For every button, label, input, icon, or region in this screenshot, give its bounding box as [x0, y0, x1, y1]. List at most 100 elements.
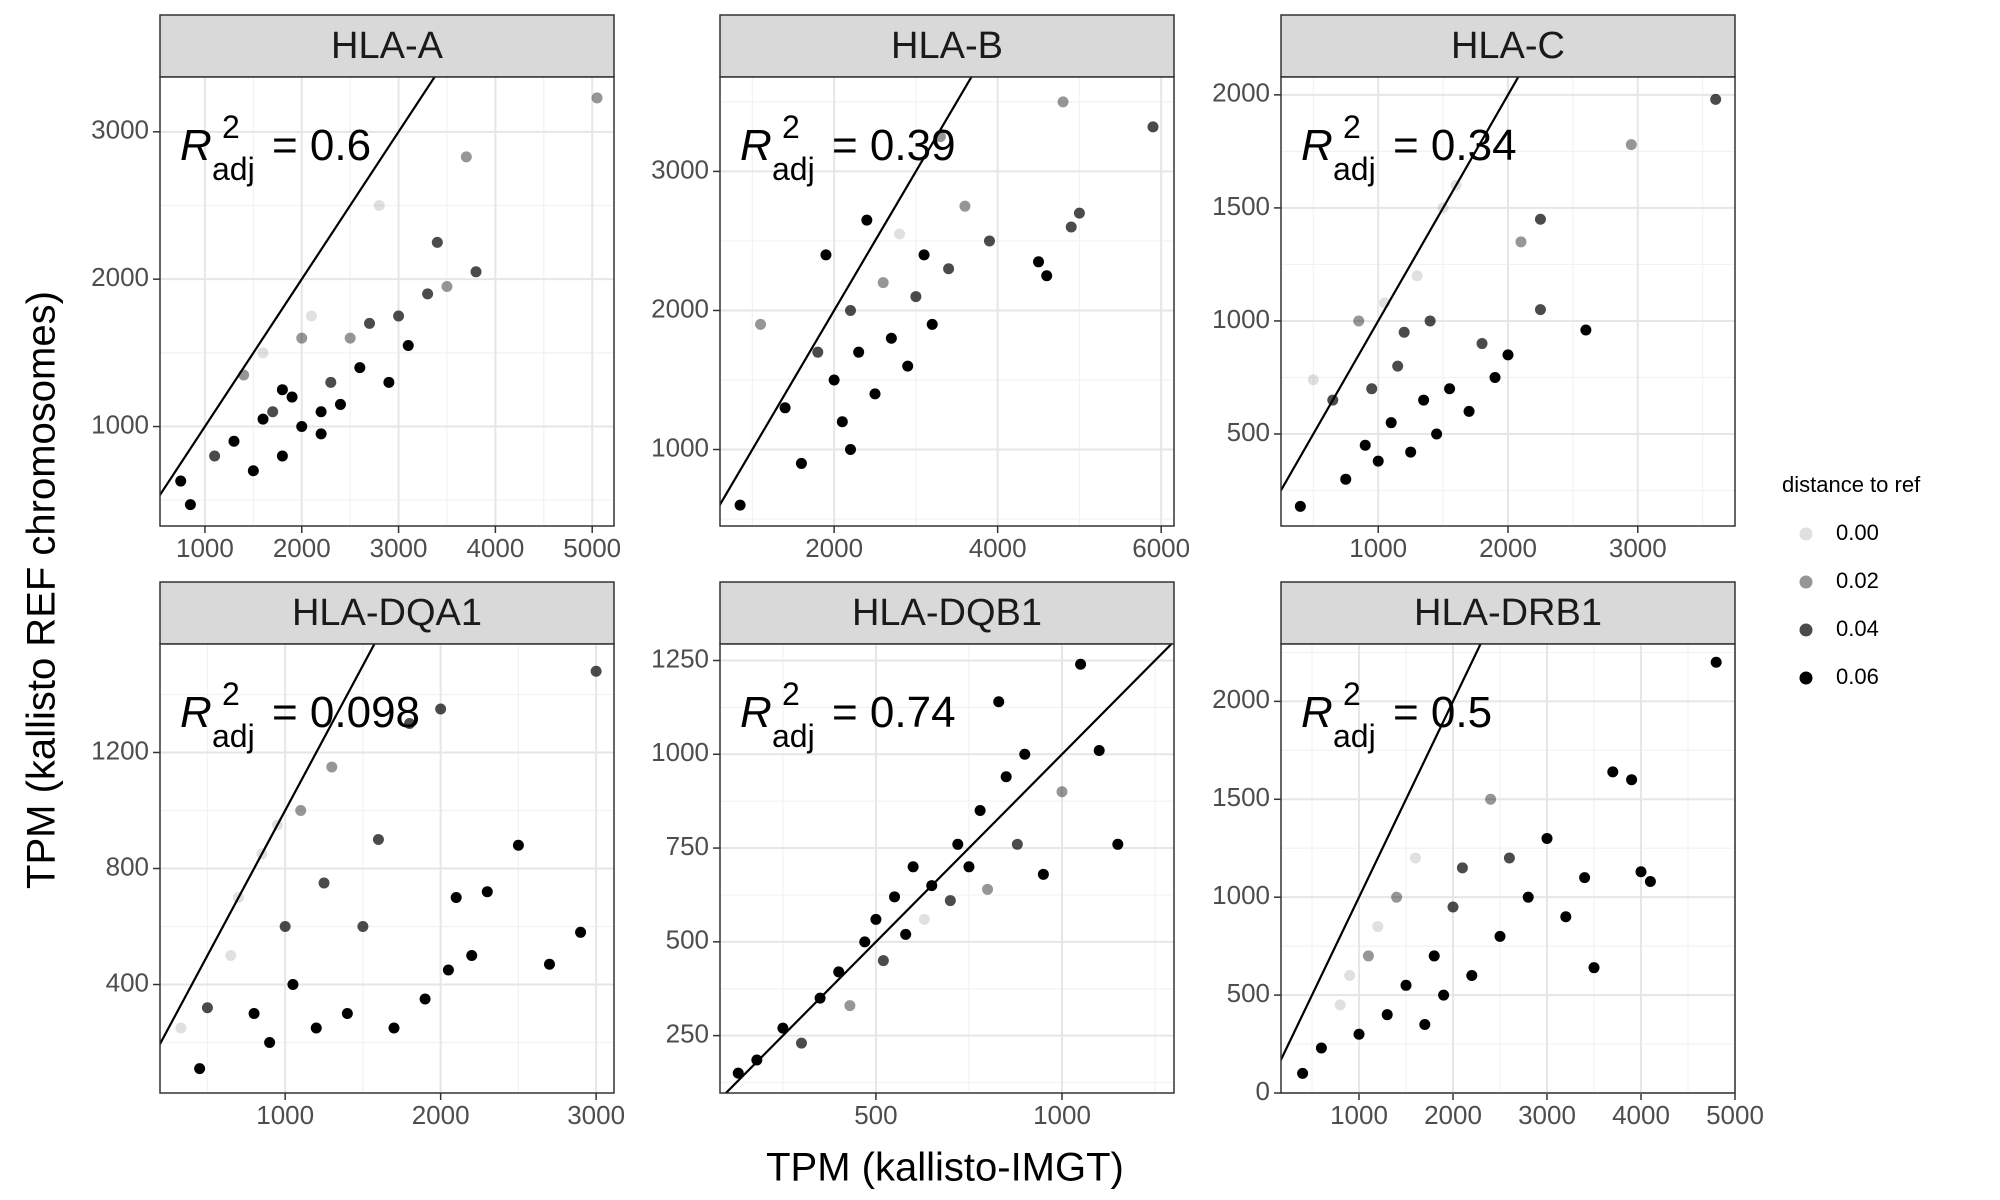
point [820, 249, 832, 261]
point [1515, 236, 1527, 248]
point [1424, 315, 1436, 327]
y-tick-label: 3000 [651, 154, 709, 184]
point [853, 346, 865, 358]
r2-superscript: 2 [222, 676, 240, 712]
point [1418, 394, 1430, 406]
point [926, 318, 938, 330]
point [1366, 383, 1378, 395]
point [1353, 1028, 1365, 1040]
r2-symbol: R [1301, 121, 1333, 170]
legend-label: 0.00 [1836, 520, 1879, 545]
point [1625, 139, 1637, 151]
point [1372, 455, 1384, 467]
point [1000, 771, 1012, 783]
point [175, 1022, 187, 1034]
point [305, 310, 317, 322]
strip-background [719, 14, 1175, 78]
r2-superscript: 2 [782, 676, 800, 712]
point [1112, 838, 1124, 850]
point [373, 199, 385, 211]
point [944, 895, 956, 907]
panel: HLA-A 1000 2000 3000 4000 5000 1000 2000 3000 R 2 a… [91, 14, 621, 563]
point [372, 833, 384, 845]
plot-area [724, 644, 1173, 1093]
point [877, 277, 889, 289]
point [1033, 256, 1045, 268]
x-tick-label: 3000 [1609, 533, 1667, 563]
strip-background [159, 14, 615, 78]
point [1534, 304, 1546, 316]
point [1075, 658, 1087, 670]
point [209, 450, 221, 462]
r2-symbol: R [740, 121, 772, 170]
point [341, 1008, 353, 1020]
point [910, 291, 922, 303]
point [983, 235, 995, 247]
point [959, 200, 971, 212]
x-tick-label: 5000 [563, 533, 621, 563]
r2-symbol: R [180, 121, 212, 170]
point [993, 696, 1005, 708]
panel-title: HLA-DQA1 [292, 592, 482, 634]
point [450, 892, 462, 904]
identity-line [720, 77, 973, 507]
panel: HLA-DQB1 500 1000 250 500 750 1000 1250 R 2 adj = 0… [651, 581, 1175, 1130]
point [907, 861, 919, 873]
y-tick-label: 2000 [91, 262, 149, 292]
r2-value: = 0.34 [1393, 121, 1517, 170]
point [295, 804, 307, 816]
y-tick-label: 750 [666, 831, 709, 861]
point [470, 266, 482, 278]
r2-value: = 0.6 [272, 121, 371, 170]
r2-subscript: adj [1333, 718, 1376, 754]
point [1372, 921, 1384, 933]
r2-value: = 0.098 [272, 688, 420, 737]
point [354, 362, 366, 374]
y-tick-label: 1000 [651, 432, 709, 462]
legend-key [1799, 527, 1813, 541]
x-tick-label: 3000 [370, 533, 428, 563]
point [388, 1022, 400, 1034]
point [812, 346, 824, 358]
legend-key [1799, 623, 1813, 637]
point [194, 1063, 206, 1075]
point [383, 376, 395, 388]
panel-border [719, 643, 1175, 1094]
point [894, 228, 906, 240]
point [1644, 876, 1656, 888]
x-tick-label: 1000 [1330, 1100, 1388, 1130]
point [1019, 748, 1031, 760]
point [751, 1054, 763, 1066]
plot-area [1281, 77, 1722, 512]
point [1411, 270, 1423, 282]
point [734, 499, 746, 511]
point [393, 310, 405, 322]
x-tick-label: 2000 [412, 1100, 470, 1130]
point [952, 838, 964, 850]
y-tick-label: 1500 [1212, 191, 1270, 221]
point [1463, 405, 1475, 417]
legend-title: distance to ref [1782, 472, 1921, 497]
point [364, 317, 376, 329]
point [1391, 891, 1403, 903]
point [877, 955, 889, 967]
x-tick-label: 2000 [805, 533, 863, 563]
point [315, 406, 327, 418]
point [402, 339, 414, 351]
point [889, 891, 901, 903]
y-tick-label: 1000 [91, 409, 149, 439]
panel: HLA-DRB1 1000 2000 3000 4000 5000 0 500 1000 1500… [1212, 581, 1764, 1130]
point [844, 444, 856, 456]
panel: HLA-DQA1 1000 2000 3000 400 800 1200 R 2 adj = 0.0… [91, 581, 625, 1130]
point [1353, 315, 1365, 327]
point [836, 416, 848, 428]
y-tick-label: 500 [666, 925, 709, 955]
point [590, 665, 602, 677]
x-tick-label: 1000 [176, 533, 234, 563]
point [1541, 832, 1553, 844]
point [248, 1008, 260, 1020]
r2-superscript: 2 [222, 109, 240, 145]
point [1626, 774, 1638, 786]
point [1522, 891, 1534, 903]
